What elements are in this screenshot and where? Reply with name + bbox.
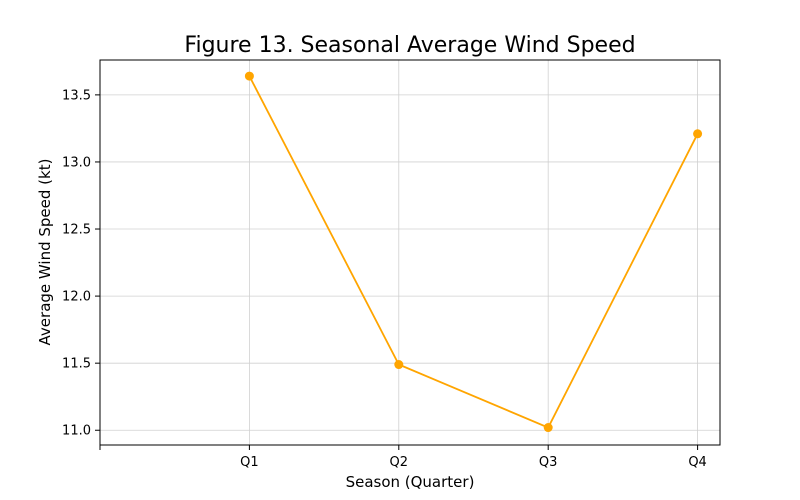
x-tick-label: Q3 — [539, 455, 558, 470]
data-point — [693, 129, 703, 139]
x-tick-label: Q4 — [688, 455, 707, 470]
series-line — [248, 75, 699, 429]
y-tick-label: 13.0 — [62, 155, 91, 170]
y-axis: 11.0 11.5 12.0 12.5 13.0 13.5 — [62, 88, 100, 439]
x-axis-label: Season (Quarter) — [346, 473, 475, 491]
y-tick-label: 13.5 — [62, 88, 91, 103]
y-tick-label: 12.5 — [62, 223, 91, 238]
plot-frame — [99, 59, 721, 446]
data-point — [543, 423, 553, 433]
data-point — [244, 71, 254, 81]
chart-title: Figure 13. Seasonal Average Wind Speed — [184, 33, 635, 58]
x-tick-label: Q2 — [390, 455, 409, 470]
y-tick-label: 11.5 — [62, 357, 91, 372]
series — [244, 71, 703, 433]
y-axis-label: Average Wind Speed (kt) — [36, 159, 54, 346]
x-axis: Q1 Q2 Q3 Q4 — [99, 445, 707, 470]
data-point — [394, 360, 404, 370]
x-tick-label: Q1 — [240, 455, 259, 470]
grid — [100, 60, 720, 445]
y-tick-label: 12.0 — [62, 290, 91, 305]
y-tick-label: 11.0 — [62, 424, 91, 439]
